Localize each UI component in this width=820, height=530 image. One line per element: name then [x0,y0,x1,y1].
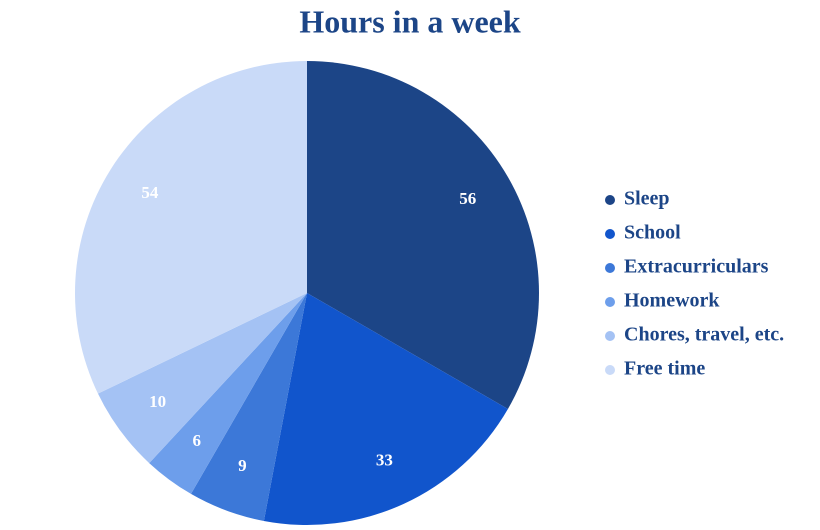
pie-slice [149,293,307,494]
legend-label: Extracurriculars [624,256,769,278]
legend-marker [605,331,615,341]
data-label: 33 [376,451,393,470]
legend-label: School [624,222,681,244]
pie-slice [307,61,539,409]
legend-marker [605,365,615,375]
chart-title: Hours in a week [299,3,521,39]
pie-slice [191,293,307,521]
data-label: 6 [193,431,202,450]
pie-slice [97,293,307,464]
legend-label: Homework [624,290,720,312]
pie-slice [74,61,307,394]
data-label: 56 [459,189,476,208]
legend-marker [605,263,615,273]
data-label: 10 [149,392,166,411]
data-label: 54 [141,183,159,202]
legend-label: Chores, travel, etc. [624,324,784,346]
legend-marker [605,229,615,239]
data-label: 9 [238,456,247,475]
legend-marker [605,297,615,307]
legend-label: Free time [624,358,705,380]
legend-marker [605,195,615,205]
pie-slice [263,293,508,525]
legend-label: Sleep [624,188,670,210]
